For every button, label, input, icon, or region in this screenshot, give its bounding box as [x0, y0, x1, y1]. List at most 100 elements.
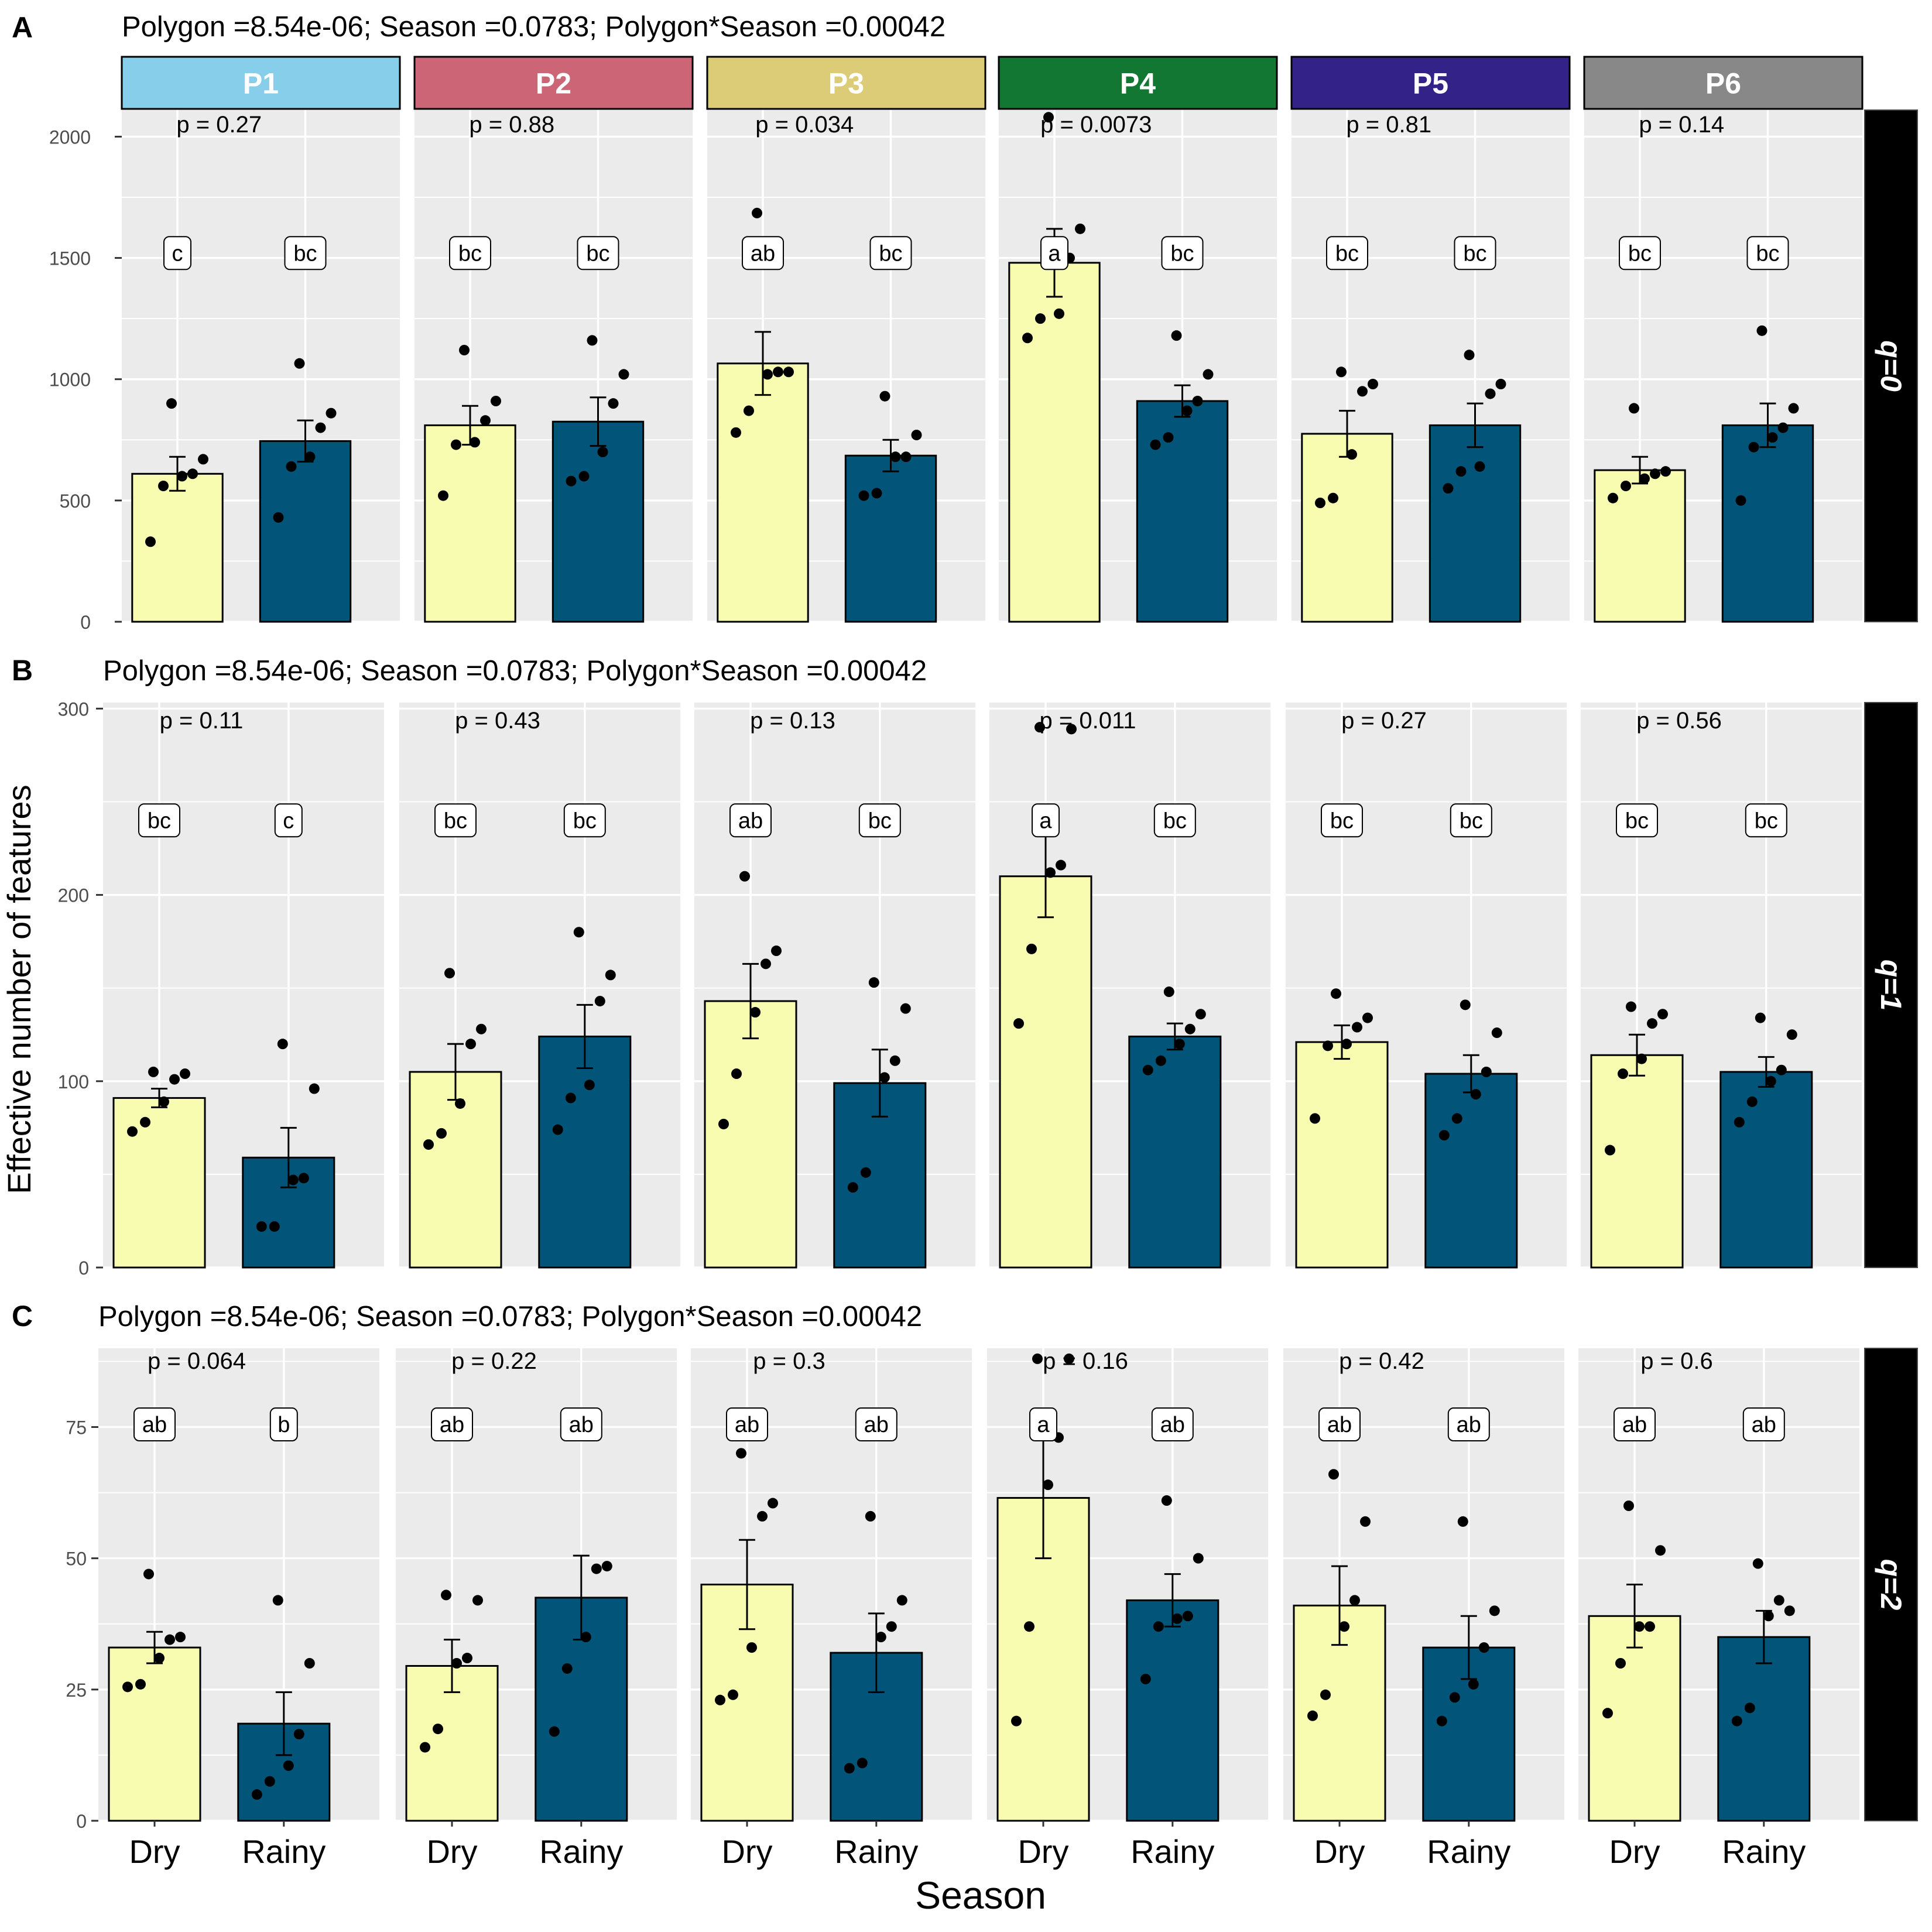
- data-point: [187, 468, 198, 479]
- data-point: [728, 1689, 738, 1700]
- significance-letter: bc: [586, 241, 609, 266]
- data-point: [304, 1658, 315, 1669]
- p-value-label: p = 0.81: [1346, 112, 1431, 138]
- data-point: [879, 1072, 890, 1083]
- data-point: [1163, 986, 1174, 998]
- data-point: [1491, 1027, 1502, 1039]
- data-point: [438, 490, 448, 501]
- letter-box: [1153, 803, 1196, 838]
- letter-box: [274, 803, 303, 838]
- bar-rainy: [844, 454, 937, 623]
- facet-strip-label: q=1: [1875, 960, 1907, 1011]
- facet-panel-p1: ab b p = 0.064 Dry Rainy: [98, 1348, 379, 1870]
- data-point: [739, 871, 750, 882]
- data-point: [1192, 396, 1203, 406]
- y-tick-label: 100: [58, 1071, 89, 1092]
- bar-rainy: [1721, 424, 1814, 623]
- data-point: [768, 1498, 778, 1509]
- significance-letter: bc: [1163, 809, 1187, 833]
- significance-letter: bc: [1755, 809, 1778, 833]
- data-point: [871, 488, 882, 499]
- data-point: [757, 1510, 768, 1522]
- x-tick-label: Dry: [426, 1833, 477, 1870]
- letter-box: [729, 803, 772, 838]
- data-point: [1765, 1075, 1776, 1087]
- data-point: [1347, 449, 1357, 460]
- bar-rainy: [1126, 1599, 1220, 1822]
- data-point: [1056, 859, 1066, 871]
- data-point: [293, 1729, 304, 1740]
- bar-dry: [1301, 433, 1393, 623]
- data-point: [1744, 1703, 1755, 1714]
- data-point: [127, 1126, 138, 1137]
- data-point: [256, 1221, 267, 1232]
- data-point: [1054, 308, 1064, 319]
- facet-strip-top: [413, 56, 694, 110]
- data-point: [1731, 1715, 1742, 1727]
- p-value-label: p = 0.56: [1636, 708, 1722, 734]
- data-point: [1449, 1692, 1460, 1703]
- data-point: [1438, 1130, 1450, 1141]
- letter-box: [742, 236, 784, 270]
- data-point: [143, 1568, 154, 1580]
- p-value-label: p = 0.064: [148, 1348, 246, 1374]
- p-value-label: p = 0.11: [160, 708, 244, 734]
- data-point: [750, 1007, 761, 1018]
- data-point: [911, 430, 922, 440]
- significance-letter: c: [283, 809, 294, 833]
- data-point: [1320, 1689, 1331, 1700]
- data-point: [1495, 379, 1506, 389]
- data-point: [441, 1590, 451, 1601]
- bar-dry: [704, 1000, 797, 1269]
- data-point: [1026, 943, 1037, 954]
- data-point: [476, 1023, 487, 1034]
- data-point: [844, 1763, 855, 1774]
- facet-strip-label: q=2: [1875, 1559, 1907, 1611]
- p-value-label: p = 0.27: [176, 112, 262, 138]
- data-point: [591, 1563, 602, 1574]
- data-point: [145, 536, 156, 547]
- x-axis-title: Season: [915, 1873, 1046, 1917]
- data-point: [1349, 1595, 1360, 1606]
- data-point: [860, 1167, 871, 1178]
- significance-letter: ab: [142, 1413, 167, 1437]
- significance-letter: ab: [1622, 1413, 1647, 1437]
- data-point: [1608, 492, 1618, 503]
- letter-box: [138, 803, 180, 838]
- data-point: [1203, 369, 1214, 380]
- data-point: [1161, 1495, 1172, 1506]
- facet-strip-right: [1864, 1348, 1918, 1821]
- data-point: [491, 396, 501, 406]
- data-point: [597, 447, 608, 457]
- facet-strip-top-label: P4: [1120, 67, 1156, 100]
- significance-letter: ab: [440, 1413, 464, 1437]
- data-point: [287, 1174, 299, 1186]
- data-point: [587, 335, 598, 346]
- data-point: [1064, 1353, 1074, 1364]
- letter-box: [1616, 803, 1658, 838]
- facet-panel-p6: ab ab p = 0.6 Dry Rainy: [1578, 1348, 1859, 1870]
- data-point: [601, 1561, 612, 1572]
- data-point: [566, 475, 577, 487]
- data-point: [1436, 1715, 1447, 1727]
- data-point: [1451, 1113, 1462, 1124]
- data-point: [762, 369, 773, 380]
- significance-letter: bc: [1335, 241, 1359, 266]
- x-tick-label: Dry: [1018, 1833, 1068, 1870]
- data-point: [1734, 1116, 1745, 1128]
- data-point: [1357, 386, 1368, 397]
- data-point: [752, 207, 762, 218]
- data-point: [889, 1055, 900, 1066]
- significance-letter: bc: [1170, 241, 1194, 266]
- data-point: [298, 1173, 309, 1184]
- letter-box: [560, 1407, 602, 1442]
- data-point: [1032, 1353, 1043, 1364]
- data-point: [1767, 432, 1778, 443]
- y-tick-label: 1000: [49, 369, 91, 390]
- data-point: [578, 471, 590, 482]
- data-point: [1171, 330, 1182, 341]
- data-point: [198, 454, 208, 465]
- data-point: [1150, 439, 1161, 450]
- data-point: [1468, 1678, 1479, 1690]
- data-point: [1341, 1039, 1352, 1050]
